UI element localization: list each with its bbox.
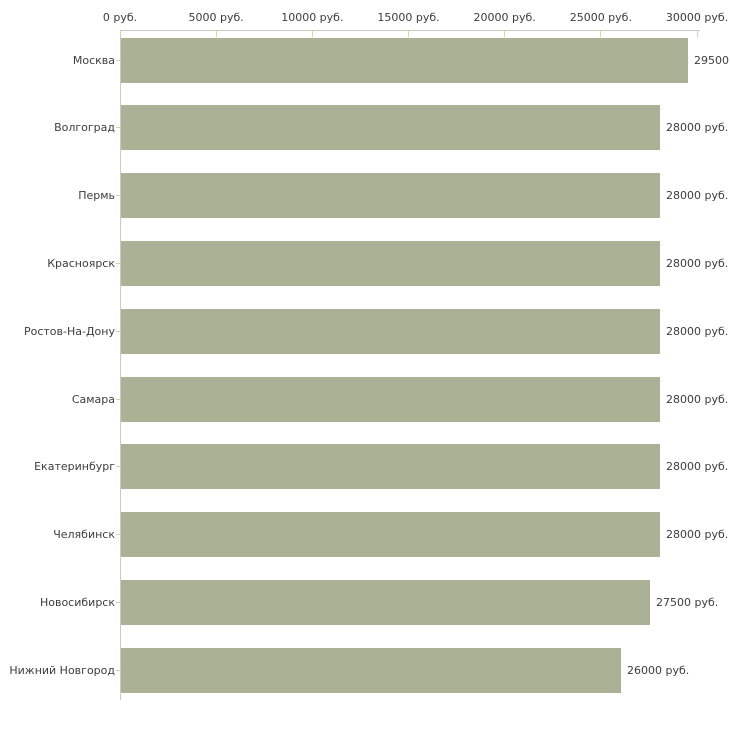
bar-row: Волгоград 28000 руб. [0,98,730,166]
x-axis-tick [600,30,602,37]
y-axis-tick [116,466,121,468]
x-axis-tick-label: 0 руб. [102,11,138,24]
bar-value-label: 28000 руб. [666,528,729,542]
x-axis-line [120,30,700,31]
bar [121,173,660,219]
y-axis-tick [116,534,121,536]
y-axis-tick [116,330,121,332]
bar-row: Новосибирск 27500 руб. [0,572,730,640]
category-label: Нижний Новгород [9,663,115,677]
category-label: Волгоград [54,121,115,135]
bar [121,105,660,151]
x-axis-tick [408,30,409,37]
y-axis-tick [116,398,121,400]
bar-row: Ростов-На-Дону 28000 руб. [0,301,730,369]
bar-row: Самара 28000 руб. [0,369,730,437]
x-axis-tick-label: 30000 руб. [665,11,729,24]
y-axis-tick [116,59,121,61]
x-axis-tick [504,30,506,37]
x-axis-tick-label: 25000 руб. [569,11,632,24]
category-label: Пермь [78,189,115,203]
bar-value-label: 28000 руб. [666,121,729,135]
y-axis-tick [116,127,121,129]
category-label: Екатеринбург [34,460,115,474]
bar [121,37,688,83]
bar-value-label: 28000 руб. [666,324,729,338]
bar-row: Красноярск 28000 руб. [0,233,730,301]
bar-row: Нижний Новгород 26000 руб. [0,640,730,708]
y-axis-tick [116,262,121,264]
bar-value-label: 26000 руб. [627,663,690,677]
category-label: Челябинск [53,528,115,542]
bar [121,240,660,286]
x-axis-tick [696,30,698,37]
category-label: Новосибирск [39,595,115,609]
bar-value-label: 27500 руб. [656,595,719,609]
bar [121,444,660,490]
bar [121,308,660,354]
category-label: Самара [71,392,115,406]
bar-value-label: 28000 руб. [666,256,729,270]
bar-value-label: 29500 [694,53,729,67]
category-label: Москва [72,53,115,67]
bar [121,512,660,558]
y-axis-tick [116,601,121,603]
y-axis-tick [116,195,121,197]
bar [121,579,650,625]
bar-row: Пермь 28000 руб. [0,166,730,234]
x-axis-tick [215,30,217,37]
bar-value-label: 28000 руб. [666,460,729,474]
x-axis-tick [119,30,121,37]
x-axis-tick-label: 20000 руб. [473,11,536,24]
x-axis-tick-label: 10000 руб. [281,11,344,24]
bar [121,376,660,422]
bar-value-label: 28000 руб. [666,189,729,203]
bar-row: Москва 29500 [0,30,730,98]
bar-row: Екатеринбург 28000 руб. [0,437,730,505]
bar-row: Челябинск 28000 руб. [0,505,730,573]
y-axis-tick [116,669,121,671]
x-axis-tick [311,30,313,37]
bar-value-label: 28000 руб. [666,392,729,406]
bar [121,647,621,693]
category-label: Ростов-На-Дону [23,324,115,338]
x-axis-tick-label: 5000 руб. [188,11,244,24]
category-label: Красноярск [47,256,115,270]
x-axis-tick-label: 15000 руб. [377,11,440,24]
y-axis-line [120,30,121,700]
